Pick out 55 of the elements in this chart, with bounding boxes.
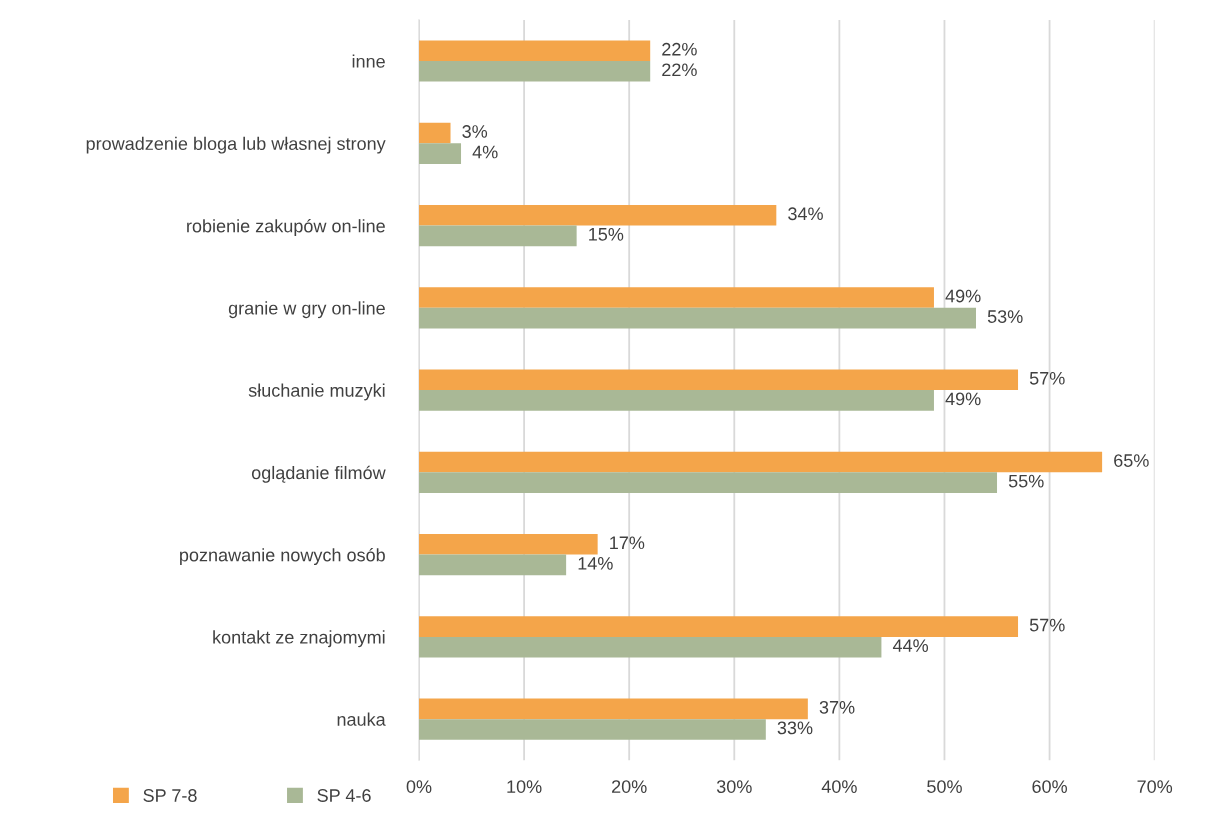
data-label: 57% (1029, 371, 1065, 385)
data-label: 33% (777, 721, 813, 735)
data-label: 15% (589, 228, 624, 241)
bar (418, 554, 567, 576)
bar (418, 40, 651, 62)
y-tick-label: słuchanie muzyki (248, 383, 385, 401)
x-tick-label: 20% (612, 780, 647, 793)
legend-label: SP 4-6 (317, 789, 371, 802)
bar (418, 698, 808, 720)
y-tick-label: granie w gry on-line (228, 301, 385, 319)
y-tick-label: oglądanie filmów (251, 465, 386, 483)
x-tick-label: 0% (406, 780, 432, 793)
bar (418, 369, 1019, 391)
y-tick-label: poznawanie nowych osób (180, 547, 385, 566)
bar (418, 451, 1103, 473)
x-tick-label: 40% (821, 780, 857, 793)
y-tick-label: prowadzenie bloga lub własnej strony (86, 136, 386, 154)
bar (418, 287, 934, 308)
x-tick-label: 10% (507, 780, 542, 793)
data-label: 44% (892, 639, 929, 652)
data-label: 22% (662, 63, 697, 77)
x-tick-label: 70% (1137, 780, 1173, 793)
y-tick-label: robienie zakupów on-line (187, 218, 385, 236)
legend-label: SP 7-8 (143, 789, 197, 802)
data-label: 55% (1008, 474, 1044, 488)
bar (418, 636, 882, 658)
bar (418, 143, 462, 164)
x-tick-label: 50% (927, 780, 962, 793)
data-label: 22% (662, 42, 697, 56)
bar (418, 390, 934, 411)
data-label: 57% (1029, 618, 1065, 632)
data-label: 53% (987, 310, 1023, 323)
bar (418, 61, 651, 82)
data-label: 37% (819, 700, 855, 714)
data-label: 49% (945, 392, 981, 406)
y-tick-label: nauka (337, 712, 386, 726)
data-label: 65% (1114, 454, 1149, 467)
bar (418, 225, 577, 247)
bar (418, 307, 976, 329)
y-tick-label: inne (352, 54, 385, 68)
data-label: 3% (462, 125, 488, 138)
data-label: 49% (945, 289, 981, 303)
data-label: 14% (578, 557, 613, 570)
y-tick-label: kontakt ze znajomymi (213, 630, 385, 648)
bar (418, 719, 766, 740)
bar (418, 534, 598, 555)
data-label: 34% (788, 207, 823, 221)
bar (418, 205, 777, 226)
bar (418, 616, 1019, 637)
x-tick-label: 60% (1032, 780, 1067, 793)
data-label: 4% (472, 145, 498, 159)
x-tick-label: 30% (716, 780, 752, 793)
bar (418, 122, 451, 144)
bar (418, 472, 998, 493)
data-label: 17% (610, 536, 645, 550)
